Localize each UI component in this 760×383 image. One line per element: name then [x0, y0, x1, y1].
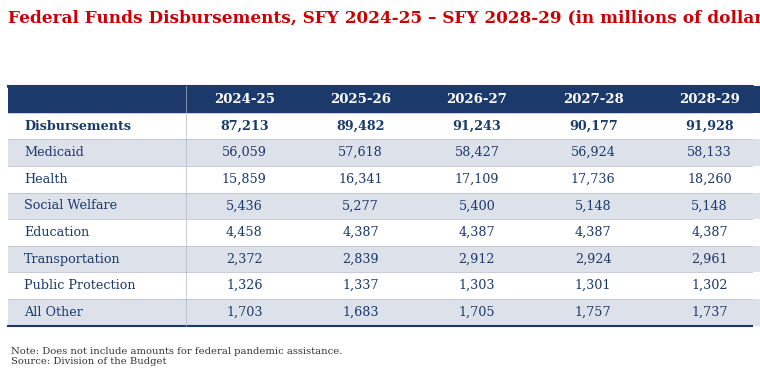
- Text: 18,260: 18,260: [687, 173, 732, 186]
- Text: 1,705: 1,705: [458, 306, 496, 319]
- Text: 58,427: 58,427: [454, 146, 499, 159]
- Text: 5,148: 5,148: [575, 200, 612, 212]
- Text: 4,387: 4,387: [575, 226, 612, 239]
- Text: 2025-26: 2025-26: [330, 93, 391, 106]
- Text: 2,372: 2,372: [226, 252, 263, 265]
- Text: 1,703: 1,703: [226, 306, 263, 319]
- Text: Health: Health: [24, 173, 68, 186]
- Text: 4,458: 4,458: [226, 226, 263, 239]
- Text: 56,059: 56,059: [222, 146, 267, 159]
- Text: 17,109: 17,109: [454, 173, 499, 186]
- Text: 2,961: 2,961: [691, 252, 728, 265]
- Text: 1,301: 1,301: [575, 279, 611, 292]
- Text: 56,924: 56,924: [571, 146, 616, 159]
- Text: 57,618: 57,618: [338, 146, 383, 159]
- Text: 4,387: 4,387: [691, 226, 728, 239]
- Text: Medicaid: Medicaid: [24, 146, 84, 159]
- Text: Disbursements: Disbursements: [24, 119, 131, 133]
- Text: 2024-25: 2024-25: [214, 93, 275, 106]
- Text: 1,683: 1,683: [342, 306, 379, 319]
- Text: 5,148: 5,148: [691, 200, 728, 212]
- Text: 1,737: 1,737: [691, 306, 728, 319]
- Text: 2,912: 2,912: [458, 252, 496, 265]
- Text: 2026-27: 2026-27: [446, 93, 508, 106]
- Text: 2028-29: 2028-29: [679, 93, 740, 106]
- Text: 89,482: 89,482: [337, 119, 385, 133]
- Text: 5,436: 5,436: [226, 200, 263, 212]
- Text: 1,326: 1,326: [226, 279, 263, 292]
- Text: Note: Does not include amounts for federal pandemic assistance.
Source: Division: Note: Does not include amounts for feder…: [11, 347, 343, 366]
- Text: 1,303: 1,303: [458, 279, 496, 292]
- Text: 90,177: 90,177: [568, 119, 618, 133]
- Text: 58,133: 58,133: [687, 146, 732, 159]
- Text: 1,337: 1,337: [342, 279, 379, 292]
- Text: Public Protection: Public Protection: [24, 279, 136, 292]
- Text: 4,387: 4,387: [342, 226, 379, 239]
- Text: 2,924: 2,924: [575, 252, 612, 265]
- Text: 91,243: 91,243: [452, 119, 502, 133]
- Text: 1,757: 1,757: [575, 306, 612, 319]
- Text: Social Welfare: Social Welfare: [24, 200, 118, 212]
- Text: Education: Education: [24, 226, 90, 239]
- Text: Federal Funds Disbursements, SFY 2024-25 – SFY 2028-29 (in millions of dollars): Federal Funds Disbursements, SFY 2024-25…: [8, 10, 760, 26]
- Text: 2027-28: 2027-28: [563, 93, 623, 106]
- Text: 2,839: 2,839: [342, 252, 379, 265]
- Text: 17,736: 17,736: [571, 173, 616, 186]
- Text: 16,341: 16,341: [338, 173, 383, 186]
- Text: Transportation: Transportation: [24, 252, 121, 265]
- Text: 1,302: 1,302: [691, 279, 728, 292]
- Text: 4,387: 4,387: [458, 226, 496, 239]
- Text: 87,213: 87,213: [220, 119, 268, 133]
- Text: 15,859: 15,859: [222, 173, 267, 186]
- Text: 5,400: 5,400: [458, 200, 496, 212]
- Text: 5,277: 5,277: [342, 200, 379, 212]
- Text: 91,928: 91,928: [686, 119, 733, 133]
- Text: All Other: All Other: [24, 306, 83, 319]
